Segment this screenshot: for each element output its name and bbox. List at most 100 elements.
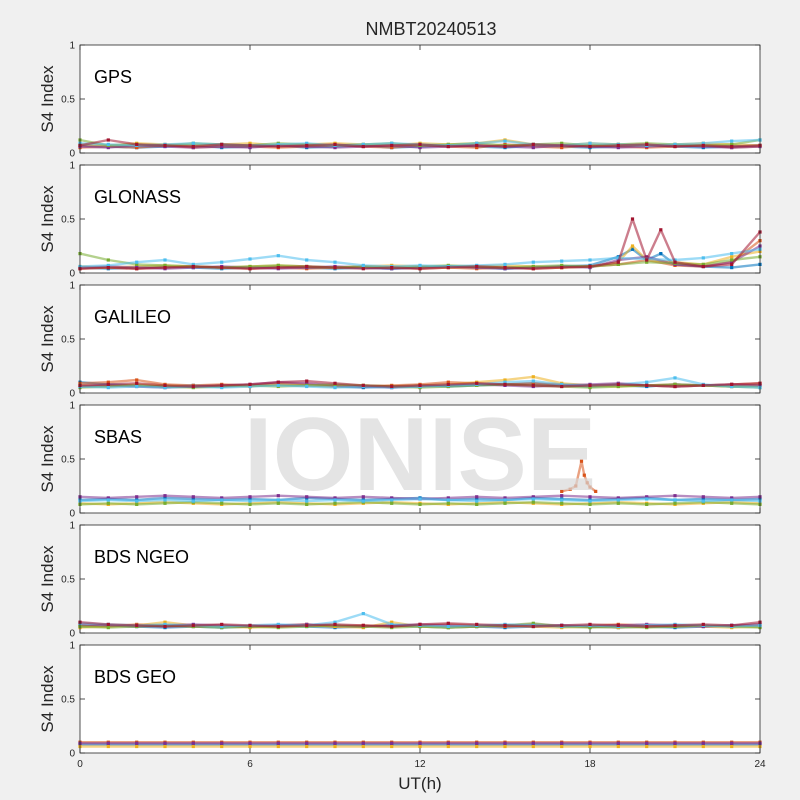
panel-bds-geo: 0 0.5 1 BDS GEO S4 Index — [38, 641, 762, 760]
data-point — [701, 622, 705, 626]
data-point — [220, 496, 224, 500]
y-axis-label: S4 Index — [38, 545, 57, 613]
data-point — [594, 489, 598, 493]
data-point — [701, 499, 705, 503]
x-tick-label: 18 — [584, 759, 596, 770]
data-point — [106, 382, 110, 386]
data-point — [645, 497, 649, 501]
panel-label: SBAS — [94, 427, 142, 447]
data-point — [305, 499, 309, 503]
y-tick-label: 0.5 — [61, 335, 75, 346]
data-point — [588, 744, 592, 749]
axes-box — [79, 44, 761, 154]
series-6 — [78, 620, 762, 629]
data-point — [475, 622, 479, 626]
data-point — [135, 381, 139, 385]
data-point — [446, 744, 450, 749]
data-point — [276, 741, 280, 745]
data-point — [446, 266, 450, 270]
data-point — [106, 744, 110, 749]
data-point — [390, 143, 394, 147]
data-point — [616, 498, 620, 502]
y-tick-label: 1 — [69, 521, 75, 532]
data-point — [730, 382, 734, 386]
data-point — [248, 141, 252, 145]
data-point — [659, 228, 663, 232]
data-point — [730, 266, 734, 270]
data-point — [220, 741, 224, 745]
data-point — [588, 499, 592, 503]
data-point — [163, 501, 167, 505]
data-point — [248, 267, 252, 271]
data-point — [730, 144, 734, 149]
data-point — [135, 495, 139, 499]
x-tick-label: 0 — [77, 759, 83, 770]
data-point — [163, 263, 167, 267]
data-point — [135, 502, 139, 506]
data-point — [730, 384, 734, 389]
data-point — [276, 263, 280, 267]
y-axis-label: S4 Index — [38, 305, 57, 373]
data-point — [361, 499, 365, 503]
y-axis-label: S4 Index — [38, 185, 57, 253]
data-point — [673, 501, 677, 505]
data-point — [531, 741, 535, 745]
data-point — [220, 501, 224, 505]
data-point — [616, 384, 620, 389]
data-point — [191, 262, 195, 266]
y-tick-label: 0.5 — [61, 695, 75, 706]
data-point — [588, 258, 592, 262]
data-point — [106, 626, 110, 630]
data-point — [333, 501, 337, 505]
data-point — [560, 494, 564, 498]
data-point — [701, 264, 705, 269]
data-point — [390, 501, 394, 505]
data-point — [730, 255, 734, 259]
data-point — [276, 494, 280, 498]
data-point — [645, 142, 649, 146]
data-point — [630, 244, 635, 248]
data-point — [248, 143, 252, 147]
data-point — [305, 384, 309, 389]
data-point — [220, 266, 224, 270]
data-point — [645, 260, 649, 264]
data-point — [588, 485, 592, 489]
data-point — [730, 623, 734, 627]
data-point — [560, 501, 564, 505]
data-point — [361, 383, 365, 387]
data-point — [276, 380, 280, 384]
data-point — [333, 622, 337, 626]
data-point — [630, 247, 635, 251]
data-point — [645, 380, 649, 384]
data-point — [418, 267, 422, 271]
data-point — [585, 481, 589, 485]
data-point — [531, 500, 535, 504]
data-point — [135, 623, 139, 627]
data-point — [588, 626, 592, 630]
data-point — [616, 744, 620, 749]
data-point — [701, 744, 705, 749]
plot-area — [80, 645, 760, 753]
data-point — [574, 484, 578, 488]
y-tick-label: 0 — [69, 629, 75, 640]
data-point — [446, 621, 450, 625]
data-point — [616, 501, 620, 505]
data-point — [191, 741, 195, 745]
data-point — [333, 266, 337, 270]
data-point — [361, 495, 365, 499]
data-point — [361, 144, 365, 149]
data-point — [531, 495, 535, 499]
data-point — [531, 375, 535, 379]
series-1 — [560, 459, 598, 493]
data-point — [220, 144, 224, 149]
data-point — [531, 142, 535, 146]
data-point — [659, 252, 663, 256]
data-point — [531, 624, 535, 629]
data-point — [191, 497, 195, 501]
data-point — [701, 141, 705, 145]
data-point — [588, 622, 592, 626]
data-point — [248, 495, 252, 499]
data-point — [588, 495, 592, 499]
data-point — [220, 386, 224, 390]
